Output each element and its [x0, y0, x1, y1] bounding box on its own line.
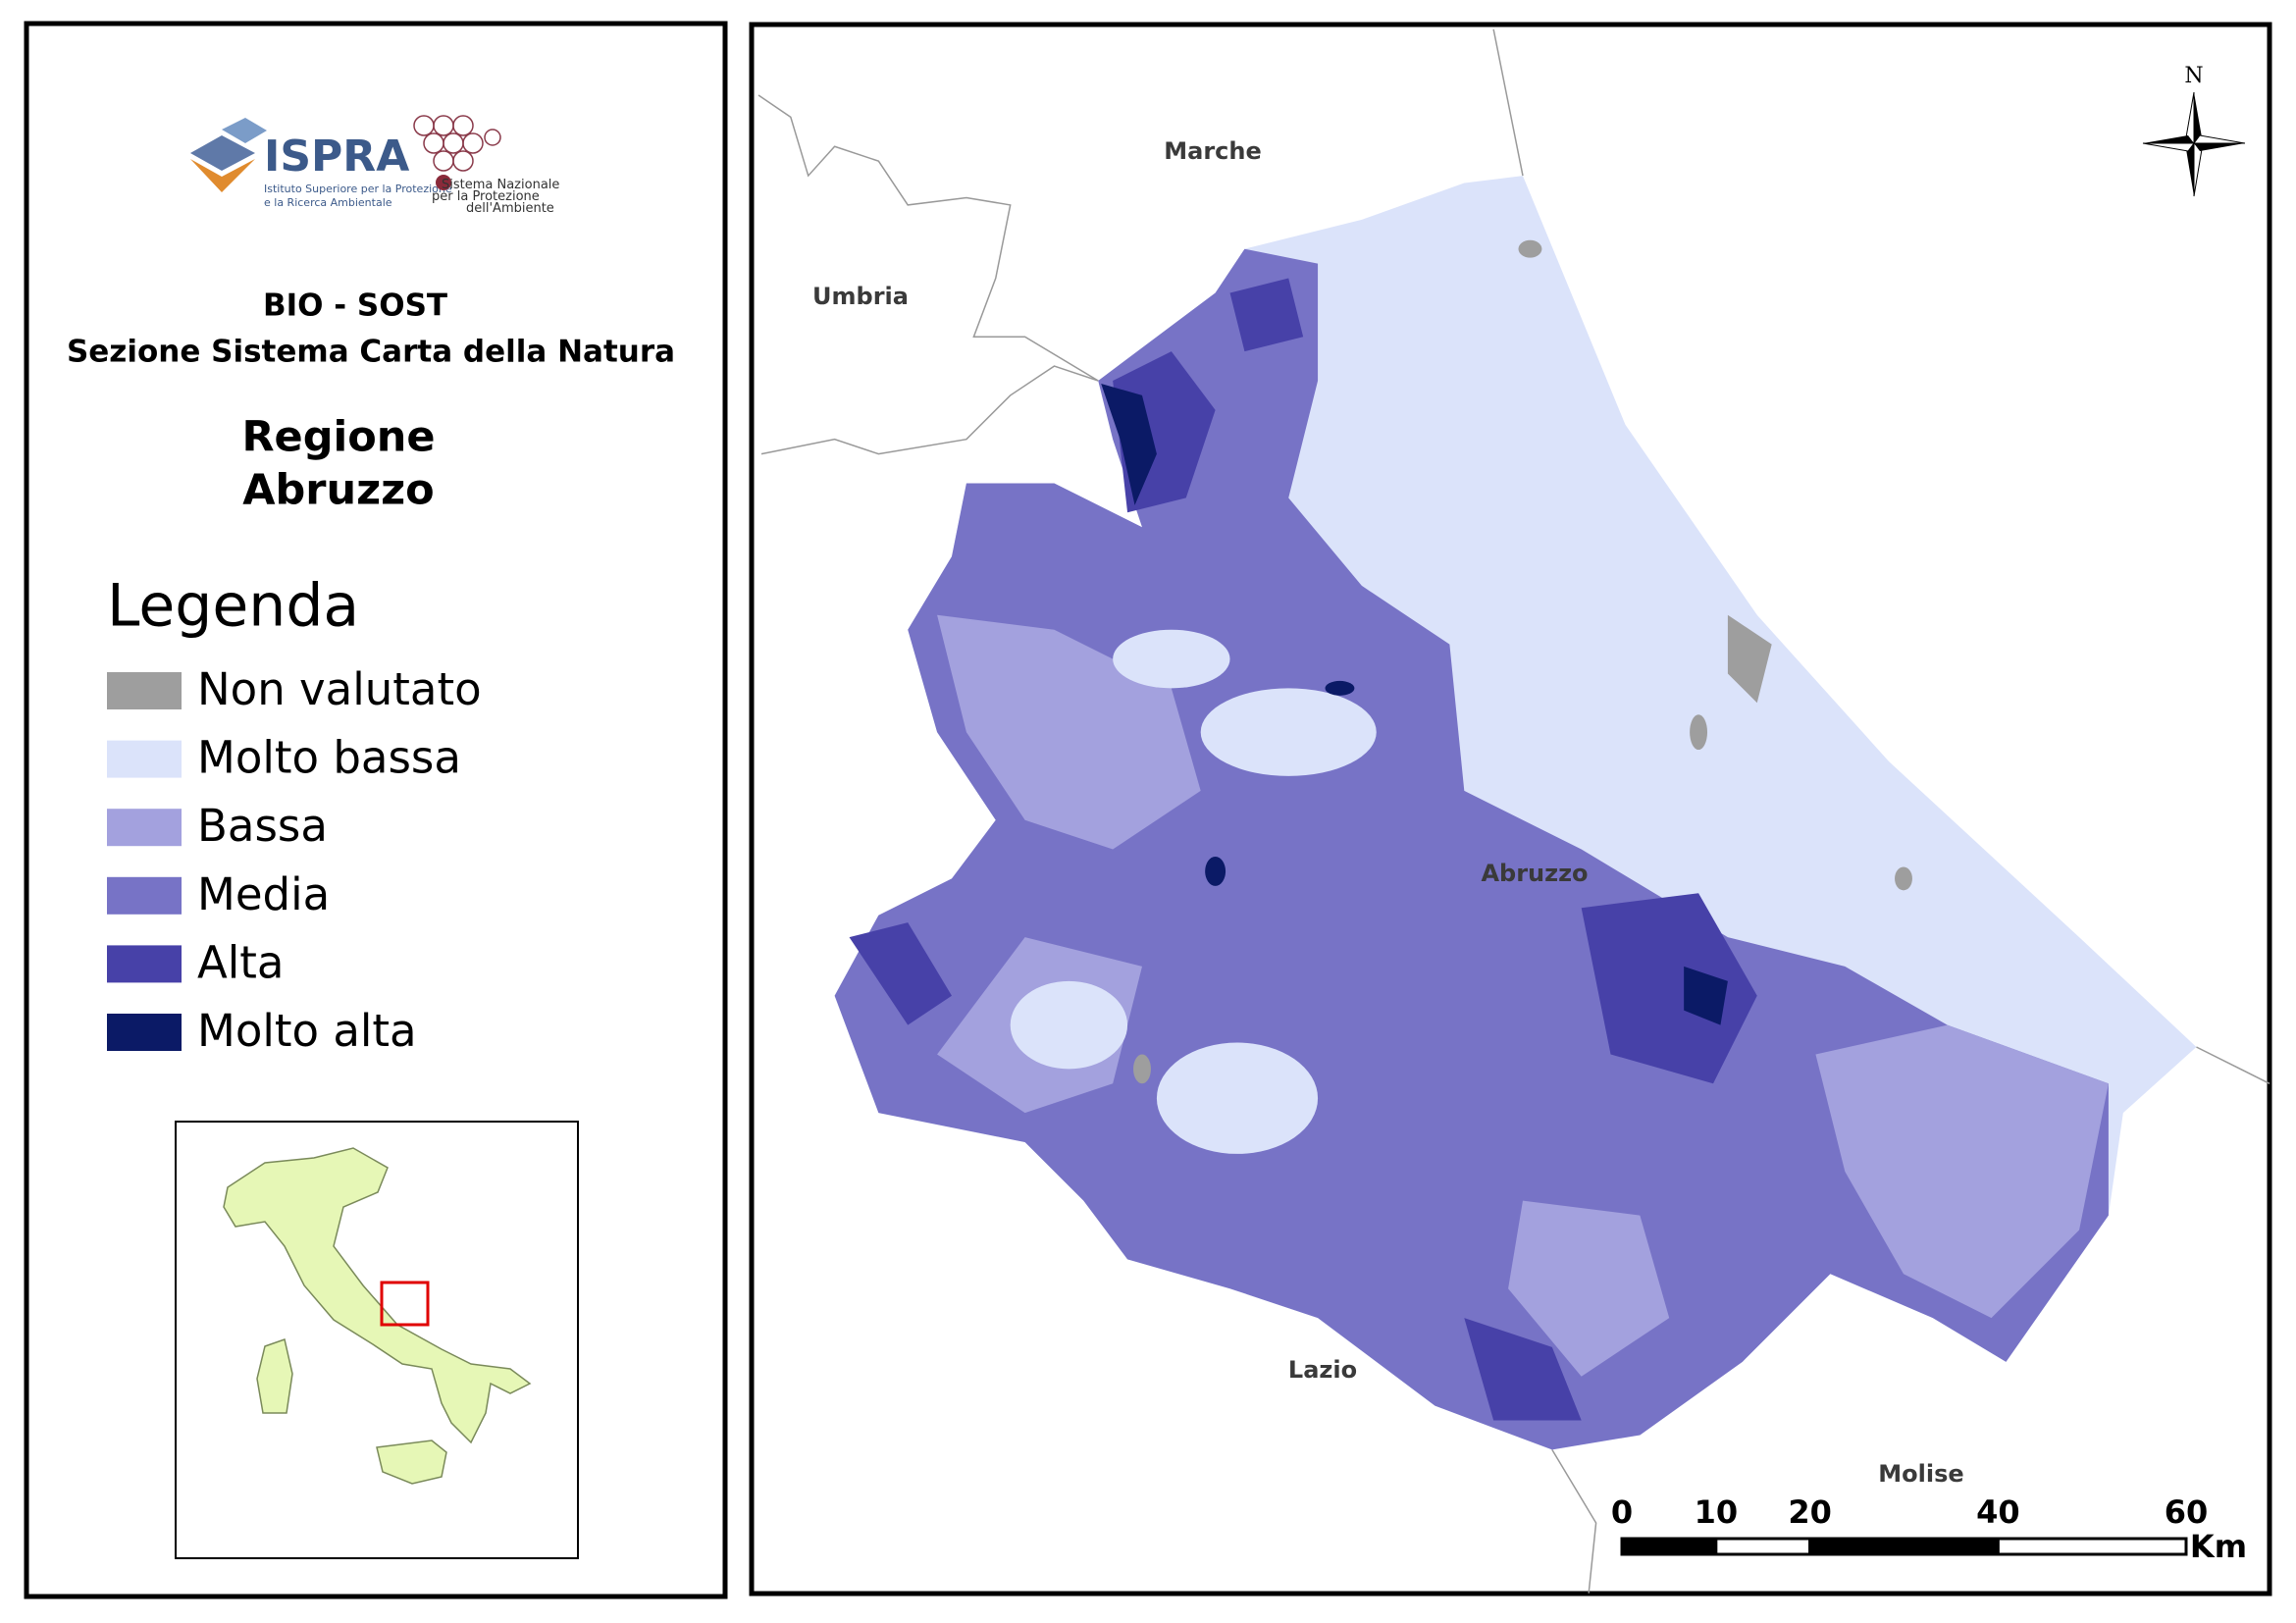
scale-segment [1996, 1537, 2188, 1556]
scale-tick-label: 10 [1695, 1493, 1739, 1531]
region-label: Abruzzo [1481, 860, 1588, 887]
legend-swatch [107, 672, 182, 709]
media-zone [834, 248, 2109, 1450]
legend-swatch [107, 740, 182, 778]
legend-label: Molto alta [197, 1005, 417, 1057]
logo-subtitle: Istituto Superiore per la Protezione [264, 183, 452, 195]
ispra-logo: ISPRA Istituto Superiore per la Protezio… [190, 115, 559, 216]
scale-tick-label: 60 [2165, 1493, 2209, 1531]
inset-highlight [380, 1281, 430, 1327]
region-label: Marche [1164, 137, 1262, 165]
scale-segment [1808, 1537, 2000, 1556]
non-valutato-zones [1133, 239, 1912, 1084]
north-label: N [2184, 64, 2203, 88]
legend-title: Legenda [107, 572, 359, 641]
network-text: Sistema Nazionale [442, 178, 559, 192]
molto-bassa-patches [1010, 629, 1377, 1154]
legend-swatch [107, 945, 182, 983]
region-borders [757, 28, 2270, 1594]
scale-tick-label: 20 [1788, 1493, 1832, 1531]
region-label: Molise [1878, 1460, 1963, 1488]
title: Abruzzo [242, 466, 434, 515]
logo-subtitle: e la Ricerca Ambientale [264, 196, 392, 209]
scale-unit: Km [2190, 1528, 2247, 1565]
unit: BIO - SOST [263, 288, 447, 324]
region-label: Umbria [812, 283, 909, 310]
logo-name: ISPRA [264, 131, 409, 182]
map-area [757, 28, 2270, 1594]
legend-swatch [107, 809, 182, 847]
legend-label: Non valutato [197, 663, 482, 715]
legend-label: Molto bassa [197, 732, 461, 784]
legend: Non valutato Molto bassa Bassa Media Alta Mol… [107, 663, 482, 1057]
legend-label: Alta [197, 936, 285, 988]
molto-alta-zones [1101, 383, 1728, 1025]
scale-segment [1714, 1537, 1812, 1556]
legend-label: Bassa [197, 800, 328, 852]
legend-label: Media [197, 868, 330, 920]
north-arrow: N [2142, 64, 2246, 197]
scale-segment [1620, 1537, 1718, 1556]
region-label: Lazio [1288, 1356, 1357, 1384]
legend-swatch [107, 1014, 182, 1051]
scale-tick-label: 40 [1976, 1493, 2020, 1531]
scale-tick-label: 0 [1611, 1493, 1633, 1531]
italy-inset [223, 1147, 532, 1485]
legend-swatch [107, 876, 182, 915]
section: Sezione Sistema Carta della Natura [67, 335, 675, 370]
network-text: per la Protezione [432, 189, 540, 204]
network-text: dell'Ambiente [466, 201, 554, 216]
title: Regione [241, 413, 435, 462]
